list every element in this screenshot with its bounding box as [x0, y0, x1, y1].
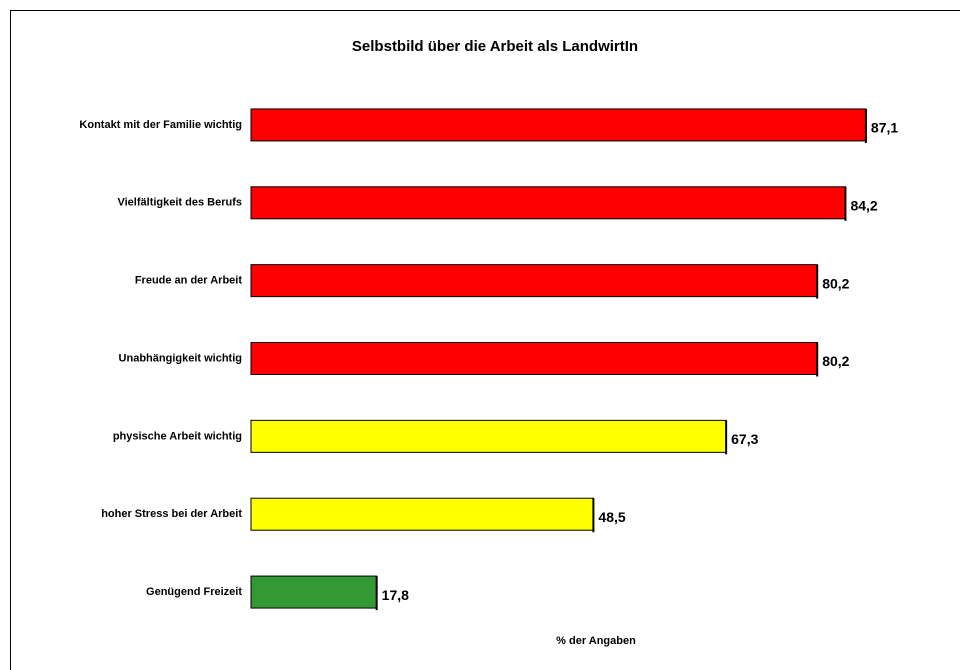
- category-label: Kontakt mit der Familie wichtig: [79, 119, 242, 131]
- bar: [250, 497, 594, 531]
- category-label: Unabhängigkeit wichtig: [119, 352, 242, 364]
- x-axis-label: % der Angaben: [556, 635, 636, 647]
- category-label: hoher Stress bei der Arbeit: [101, 508, 242, 520]
- category-label: Freude an der Arbeit: [135, 275, 243, 287]
- value-label: 80,2: [822, 275, 849, 291]
- bar: [250, 108, 867, 142]
- category-label: Genügend Freizeit: [146, 586, 242, 598]
- value-label: 84,2: [850, 197, 877, 213]
- chart-title: Selbstbild über die Arbeit als LandwirtI…: [352, 38, 638, 55]
- category-label: physische Arbeit wichtig: [113, 430, 242, 442]
- bar: [250, 575, 378, 609]
- value-label: 80,2: [822, 353, 849, 369]
- bar: [250, 419, 727, 453]
- bar: [250, 264, 818, 298]
- category-label: Vielfältigkeit des Berufs: [117, 197, 242, 209]
- bar: [250, 186, 846, 220]
- bar: [250, 342, 818, 375]
- chart-frame: [10, 10, 960, 670]
- value-label: 67,3: [731, 431, 758, 447]
- value-label: 17,8: [382, 587, 409, 603]
- value-label: 48,5: [598, 509, 625, 525]
- value-label: 87,1: [871, 120, 898, 136]
